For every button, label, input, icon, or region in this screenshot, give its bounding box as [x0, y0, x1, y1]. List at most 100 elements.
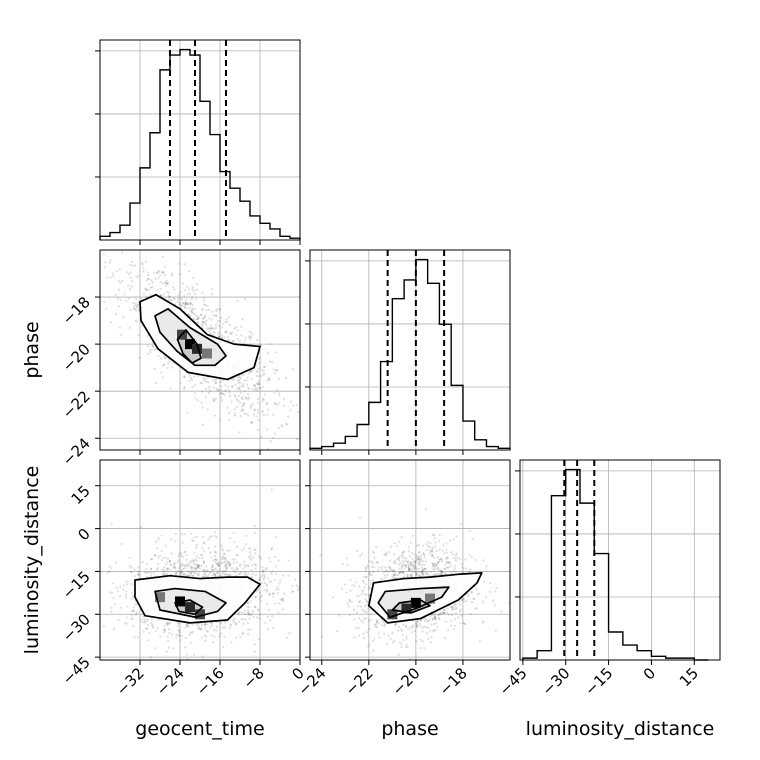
- scatter-point: [259, 576, 263, 579]
- scatter-point: [357, 627, 360, 630]
- scatter-point: [408, 562, 412, 565]
- scatter-point: [203, 550, 206, 553]
- scatter-point: [386, 642, 389, 645]
- scatter-point: [195, 288, 199, 291]
- scatter-point: [168, 360, 171, 363]
- scatter-point: [137, 274, 140, 277]
- scatter-point: [321, 635, 324, 638]
- scatter-point: [434, 573, 438, 576]
- scatter-point: [475, 607, 478, 610]
- scatter-point: [273, 432, 276, 435]
- scatter-point: [434, 622, 438, 625]
- scatter-point: [167, 294, 170, 297]
- scatter-point: [220, 385, 223, 388]
- scatter-point: [260, 435, 263, 438]
- scatter-point: [366, 607, 370, 610]
- pair-panel-content: [319, 508, 510, 660]
- scatter-point: [385, 552, 388, 556]
- scatter-point: [238, 375, 241, 378]
- scatter-point: [214, 314, 218, 318]
- scatter-point: [204, 575, 207, 578]
- scatter-point: [185, 301, 188, 305]
- scatter-point: [162, 293, 165, 296]
- scatter-point: [420, 570, 423, 574]
- histogram-step-luminosity-distance: [522, 468, 709, 661]
- scatter-point: [232, 561, 235, 564]
- scatter-point: [269, 440, 272, 443]
- histogram-bin: [357, 424, 369, 450]
- scatter-point: [302, 576, 304, 578]
- scatter-point: [108, 565, 111, 568]
- scatter-point: [186, 285, 189, 288]
- scatter-point: [241, 567, 245, 570]
- scatter-point: [268, 592, 272, 596]
- scatter-point: [258, 591, 262, 594]
- scatter-point: [157, 276, 160, 279]
- scatter-point: [264, 621, 267, 624]
- scatter-point: [256, 370, 259, 373]
- scatter-point: [434, 562, 437, 565]
- scatter-point: [215, 377, 218, 381]
- scatter-point: [137, 573, 140, 576]
- scatter-point: [137, 334, 140, 337]
- scatter-point: [438, 612, 441, 616]
- scatter-point: [220, 316, 223, 319]
- scatter-point: [129, 271, 132, 274]
- histogram-step-geocent-time: [99, 48, 301, 240]
- scatter-point: [422, 572, 425, 575]
- scatter-point: [183, 565, 186, 568]
- scatter-point: [217, 564, 220, 567]
- scatter-point: [105, 307, 108, 310]
- scatter-point: [189, 566, 193, 570]
- scatter-point: [242, 617, 245, 620]
- scatter-point: [241, 318, 244, 321]
- scatter-point: [245, 383, 249, 386]
- scatter-point: [248, 606, 251, 609]
- scatter-point: [227, 573, 230, 576]
- scatter-point: [130, 571, 133, 574]
- scatter-point: [126, 605, 129, 608]
- scatter-point: [253, 383, 256, 387]
- scatter-point: [174, 540, 177, 543]
- scatter-point: [224, 389, 228, 392]
- scatter-point: [179, 552, 183, 555]
- scatter-point: [189, 302, 192, 305]
- scatter-point: [227, 339, 230, 342]
- scatter-point: [172, 564, 175, 568]
- scatter-point: [178, 631, 181, 634]
- scatter-point: [207, 573, 211, 576]
- scatter-point: [262, 397, 265, 400]
- scatter-point: [172, 362, 175, 365]
- histogram-bin: [381, 362, 393, 450]
- scatter-point: [433, 537, 436, 540]
- scatter-point: [397, 540, 400, 543]
- scatter-point: [249, 406, 253, 409]
- scatter-point: [162, 572, 165, 575]
- histogram-bin: [537, 651, 551, 660]
- scatter-point: [417, 557, 420, 560]
- scatter-point: [228, 394, 231, 398]
- histogram-bin: [416, 260, 428, 450]
- scatter-point: [257, 608, 260, 612]
- scatter-point: [365, 575, 368, 578]
- scatter-point: [445, 620, 448, 623]
- scatter-point: [425, 543, 428, 546]
- scatter-point: [389, 568, 392, 571]
- scatter-point: [244, 543, 248, 546]
- scatter-point: [208, 536, 211, 539]
- scatter-point: [297, 586, 300, 589]
- scatter-point: [183, 263, 186, 266]
- scatter-point: [177, 621, 180, 625]
- scatter-point: [130, 260, 134, 264]
- x-tick-label-phase: −20: [389, 664, 424, 699]
- scatter-point: [196, 535, 199, 538]
- scatter-point: [500, 610, 503, 613]
- scatter-point: [403, 567, 406, 570]
- scatter-point: [259, 600, 263, 603]
- scatter-point: [475, 587, 478, 591]
- scatter-point: [210, 556, 213, 559]
- scatter-point: [289, 400, 293, 403]
- scatter-point: [232, 531, 235, 535]
- scatter-point: [236, 566, 239, 569]
- scatter-point: [217, 308, 220, 311]
